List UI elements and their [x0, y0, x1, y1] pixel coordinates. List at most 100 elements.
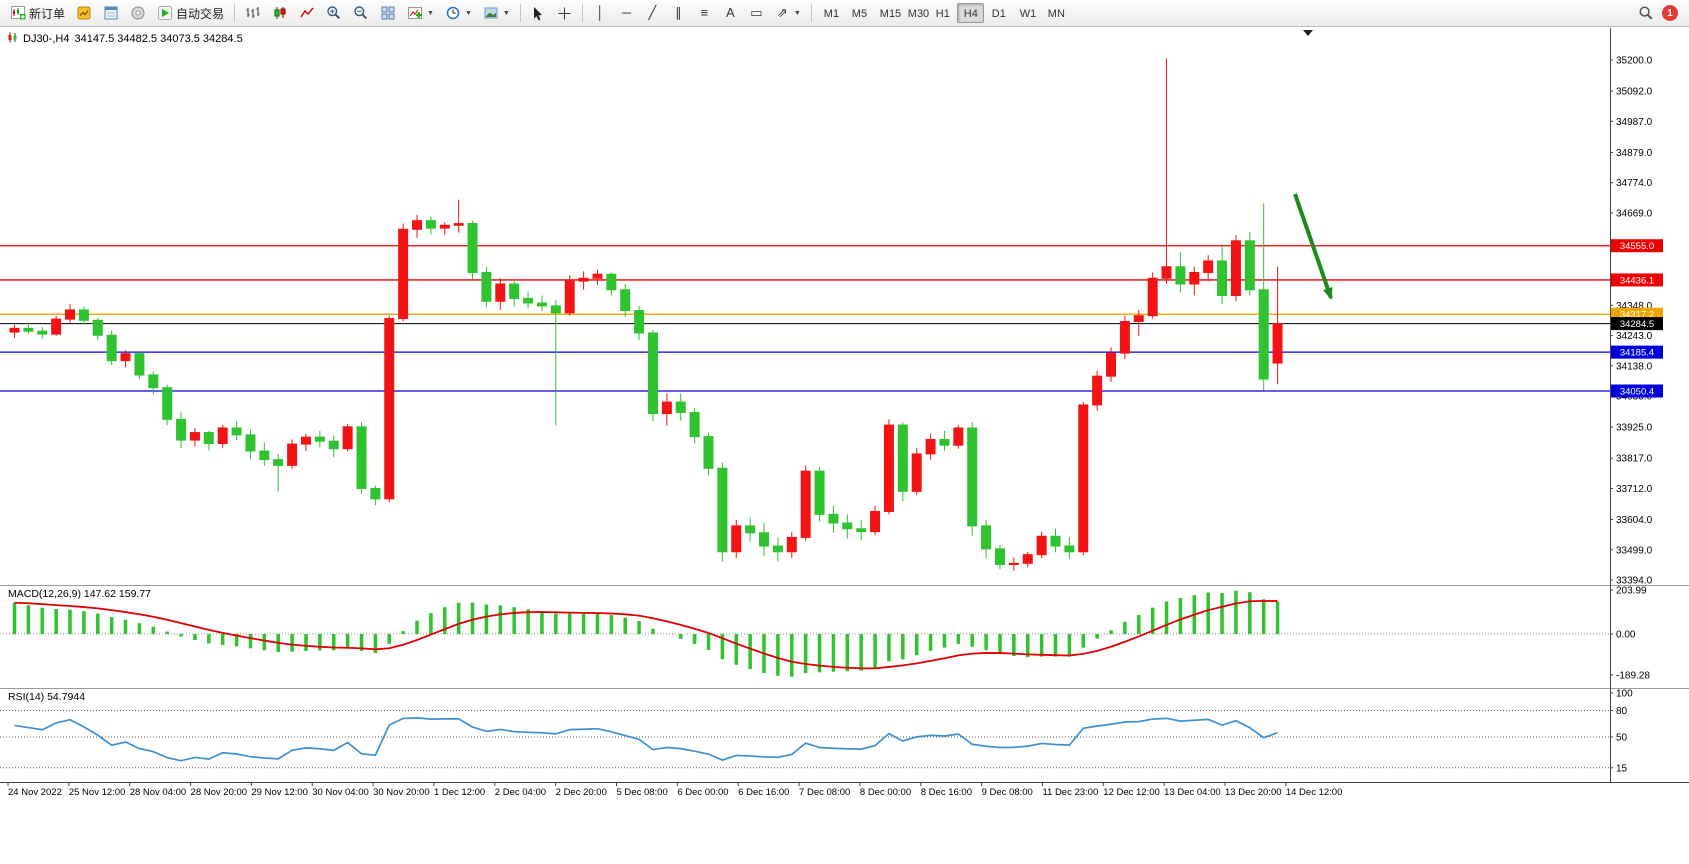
svg-text:12 Dec 12:00: 12 Dec 12:00 [1103, 787, 1160, 798]
fibonacci-tool-button[interactable]: ≡ [692, 2, 717, 24]
arrow-tool-icon: ⇗ [776, 5, 788, 20]
arrows-caret-icon: ▼ [793, 9, 801, 17]
zoom-in-button[interactable] [321, 2, 347, 24]
candles [9, 58, 1283, 571]
svg-text:35092.0: 35092.0 [1616, 87, 1653, 98]
autoscroll-marker[interactable] [1303, 30, 1313, 36]
channel-icon: ∥ [675, 5, 682, 20]
vertical-line-icon: │ [596, 5, 605, 20]
search-button[interactable] [1633, 2, 1659, 24]
navigator-button[interactable] [125, 2, 151, 24]
svg-text:34317.2: 34317.2 [1620, 310, 1654, 321]
line-chart-button[interactable] [294, 2, 320, 24]
price-axis[interactable]: 35200.0 35092.0 34987.0 34879.0 34774.0 34669… [1610, 56, 1653, 587]
svg-text:34555.0: 34555.0 [1620, 241, 1654, 252]
market-watch-icon [76, 5, 92, 21]
timeframe-m15[interactable]: M15 [873, 3, 901, 23]
svg-text:35200.0: 35200.0 [1616, 56, 1653, 67]
svg-text:50: 50 [1616, 733, 1628, 744]
autotrading-button[interactable]: 自动交易 [152, 2, 229, 24]
svg-text:1 Dec 12:00: 1 Dec 12:00 [434, 787, 485, 798]
vertical-line-tool-button[interactable]: │ [588, 2, 613, 24]
cursor-tool-button[interactable] [526, 2, 551, 24]
horizontal-line-icon: ─ [621, 5, 631, 20]
toolbar: 新订单 自动交易 [0, 0, 1689, 27]
timeframe-m5[interactable]: M5 [845, 3, 872, 23]
notification-badge[interactable]: 1 [1662, 5, 1678, 21]
timeframe-m30[interactable]: M30 [901, 3, 929, 23]
timeframe-h4[interactable]: H4 [956, 3, 984, 23]
toolbar-separator [810, 4, 812, 22]
rsi-panel: 100 80 50 15 [0, 689, 1633, 774]
templates-icon [483, 5, 499, 21]
panel-separators [0, 28, 1689, 783]
svg-text:28 Nov 20:00: 28 Nov 20:00 [191, 787, 248, 798]
shapes-icon: ▭ [750, 5, 763, 20]
line-chart-icon [299, 5, 315, 21]
svg-text:34138.0: 34138.0 [1616, 361, 1653, 372]
chart-symbol-label: DJ30-,H4 [23, 33, 70, 45]
toolbar-separator [519, 4, 521, 22]
toolbar-separator [234, 4, 236, 22]
svg-text:33817.0: 33817.0 [1616, 454, 1653, 465]
chart-title: DJ30-,H4 34147.5 34482.5 34073.5 34284.5 [7, 32, 243, 46]
svg-text:9 Dec 08:00: 9 Dec 08:00 [982, 787, 1033, 798]
arrows-tool-button[interactable]: ⇗ ▼ [770, 2, 806, 24]
autotrading-icon [157, 5, 173, 21]
trend-arrow[interactable] [1293, 193, 1333, 300]
time-axis[interactable]: 24 Nov 2022 25 Nov 12:00 28 Nov 04:00 28 No… [7, 783, 1343, 798]
svg-text:14 Dec 12:00: 14 Dec 12:00 [1286, 787, 1343, 798]
svg-text:33394.0: 33394.0 [1616, 576, 1653, 587]
market-watch-button[interactable] [71, 2, 97, 24]
svg-text:100: 100 [1616, 689, 1633, 700]
svg-text:30 Nov 04:00: 30 Nov 04:00 [312, 787, 369, 798]
svg-text:5 Dec 08:00: 5 Dec 08:00 [617, 787, 668, 798]
svg-text:34243.0: 34243.0 [1616, 331, 1653, 342]
svg-text:34050.4: 34050.4 [1620, 387, 1654, 398]
timeframe-mn[interactable]: MN [1041, 3, 1068, 23]
channel-tool-button[interactable]: ∥ [666, 2, 691, 24]
timeframe-m1[interactable]: M1 [817, 3, 844, 23]
tile-windows-button[interactable] [375, 2, 401, 24]
svg-text:30 Nov 20:00: 30 Nov 20:00 [373, 787, 430, 798]
shapes-tool-button[interactable]: ▭ [744, 2, 769, 24]
bar-chart-button[interactable] [240, 2, 266, 24]
svg-text:13 Dec 20:00: 13 Dec 20:00 [1225, 787, 1282, 798]
svg-text:203.99: 203.99 [1616, 586, 1647, 597]
timeframe-d1[interactable]: D1 [985, 3, 1012, 23]
new-order-icon [10, 5, 26, 21]
templates-button[interactable]: ▼ [478, 2, 515, 24]
tile-windows-icon [380, 5, 396, 21]
svg-text:33712.0: 33712.0 [1616, 484, 1653, 495]
templates-caret-icon: ▼ [502, 9, 510, 17]
svg-text:34284.5: 34284.5 [1620, 319, 1654, 330]
text-tool-button[interactable]: A [718, 2, 743, 24]
toolbar-separator [581, 4, 583, 22]
svg-text:2 Dec 04:00: 2 Dec 04:00 [495, 787, 546, 798]
indicators-icon [407, 5, 423, 21]
svg-text:8 Dec 16:00: 8 Dec 16:00 [921, 787, 972, 798]
bar-chart-icon [245, 5, 261, 21]
zoom-out-icon [353, 5, 369, 21]
svg-text:34774.0: 34774.0 [1616, 178, 1653, 189]
zoom-out-button[interactable] [348, 2, 374, 24]
crosshair-tool-button[interactable] [552, 2, 577, 24]
zoom-in-icon [326, 5, 342, 21]
timeframe-h1[interactable]: H1 [929, 3, 956, 23]
chart-ohlc-values: 34147.5 34482.5 34073.5 34284.5 [74, 33, 243, 45]
periods-button[interactable]: ▼ [440, 2, 477, 24]
trendline-tool-button[interactable]: ╱ [640, 2, 665, 24]
svg-text:25 Nov 12:00: 25 Nov 12:00 [69, 787, 126, 798]
timeframe-w1[interactable]: W1 [1013, 3, 1040, 23]
horizontal-lines[interactable] [0, 245, 1610, 392]
periods-caret-icon: ▼ [464, 9, 472, 17]
indicators-button[interactable]: ▼ [402, 2, 439, 24]
svg-text:28 Nov 04:00: 28 Nov 04:00 [130, 787, 187, 798]
svg-text:6 Dec 00:00: 6 Dec 00:00 [677, 787, 728, 798]
new-order-button[interactable]: 新订单 [5, 2, 70, 24]
data-window-button[interactable] [98, 2, 124, 24]
horizontal-line-tool-button[interactable]: ─ [614, 2, 639, 24]
candlestick-chart-button[interactable] [267, 2, 293, 24]
